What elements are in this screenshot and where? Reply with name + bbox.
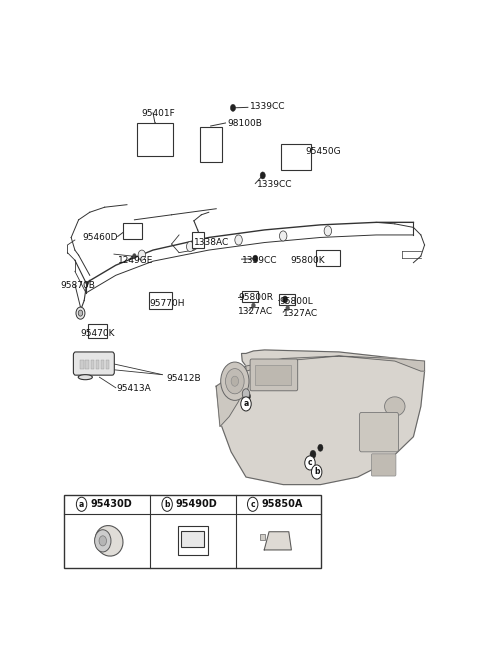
Bar (178, 526, 208, 555)
Circle shape (312, 465, 322, 479)
Bar (200, 126, 222, 162)
Text: 1327AC: 1327AC (283, 309, 318, 318)
Circle shape (162, 497, 172, 512)
Polygon shape (216, 350, 424, 485)
Text: 95413A: 95413A (117, 384, 151, 393)
Text: 98100B: 98100B (228, 119, 262, 128)
Circle shape (226, 369, 244, 394)
Text: 1327AC: 1327AC (238, 307, 273, 316)
Circle shape (138, 250, 145, 260)
Bar (137, 122, 172, 155)
Bar (316, 250, 340, 266)
Text: 95770H: 95770H (149, 299, 185, 308)
Circle shape (305, 456, 315, 470)
Circle shape (282, 296, 288, 303)
Circle shape (242, 389, 250, 399)
Bar (81, 360, 84, 369)
Polygon shape (216, 366, 246, 426)
Text: 95450G: 95450G (305, 147, 341, 157)
Circle shape (230, 104, 236, 111)
Circle shape (235, 235, 242, 245)
Text: 95850A: 95850A (261, 499, 302, 510)
Circle shape (286, 305, 289, 310)
Text: 1249GE: 1249GE (118, 255, 153, 265)
Text: 95870B: 95870B (61, 281, 96, 290)
Ellipse shape (384, 397, 405, 416)
Bar (260, 534, 265, 540)
FancyBboxPatch shape (250, 359, 298, 391)
Text: b: b (314, 468, 319, 476)
Bar (281, 143, 311, 170)
Bar (192, 233, 204, 248)
Bar (106, 360, 109, 369)
Circle shape (310, 450, 316, 458)
Bar (255, 365, 290, 385)
Bar (242, 291, 258, 302)
Text: a: a (243, 400, 249, 409)
Text: 1338AC: 1338AC (194, 238, 229, 247)
Text: 1339CC: 1339CC (257, 180, 293, 189)
Circle shape (245, 393, 251, 400)
Bar (91, 360, 94, 369)
Circle shape (95, 530, 111, 552)
Circle shape (279, 231, 287, 241)
Circle shape (318, 444, 323, 451)
Text: 95460D: 95460D (83, 233, 118, 242)
Circle shape (248, 497, 258, 512)
Text: 95470K: 95470K (81, 329, 115, 338)
Polygon shape (216, 356, 424, 386)
Bar (96, 360, 99, 369)
Ellipse shape (95, 525, 123, 556)
Circle shape (260, 172, 265, 179)
Text: b: b (164, 500, 170, 509)
Text: 95412B: 95412B (166, 374, 201, 383)
Text: 95800L: 95800L (279, 297, 313, 306)
Circle shape (76, 307, 85, 319)
Text: 95490D: 95490D (176, 499, 217, 510)
Bar (64, 495, 321, 568)
Text: 95800K: 95800K (290, 255, 325, 265)
Circle shape (252, 255, 258, 262)
Bar (149, 291, 172, 309)
Circle shape (78, 310, 83, 316)
Bar (279, 294, 295, 305)
Bar (123, 223, 142, 239)
Text: 95800R: 95800R (239, 293, 274, 303)
Circle shape (252, 303, 255, 308)
Text: 1339CC: 1339CC (242, 255, 278, 265)
FancyBboxPatch shape (360, 413, 398, 452)
Text: 1339CC: 1339CC (250, 102, 285, 111)
Circle shape (186, 242, 194, 252)
Bar (181, 531, 204, 547)
Text: c: c (308, 458, 312, 468)
Circle shape (241, 397, 251, 411)
Circle shape (132, 253, 136, 259)
Bar (87, 324, 107, 338)
Ellipse shape (78, 375, 92, 380)
Bar (101, 360, 104, 369)
Circle shape (231, 376, 239, 386)
FancyBboxPatch shape (73, 352, 114, 375)
FancyBboxPatch shape (372, 454, 396, 476)
Bar (85, 360, 89, 369)
Text: c: c (251, 500, 255, 509)
Circle shape (99, 536, 107, 546)
Circle shape (221, 362, 249, 400)
Text: a: a (79, 500, 84, 509)
Text: 95430D: 95430D (90, 499, 132, 510)
Circle shape (324, 226, 332, 236)
Polygon shape (264, 532, 291, 550)
Text: 95401F: 95401F (142, 109, 176, 119)
Circle shape (76, 497, 87, 512)
